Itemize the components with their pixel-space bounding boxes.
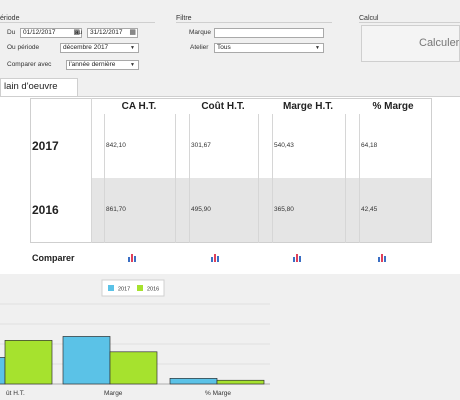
bar-chart-icon[interactable] (293, 253, 302, 262)
tab-label: lain d'oeuvre (4, 81, 58, 92)
x-tick-label: Marge (104, 390, 123, 397)
table-divider (359, 114, 360, 243)
ou-periode-label: Ou période (7, 44, 40, 51)
table-divider (258, 114, 259, 243)
comparer-label: Comparer (32, 253, 75, 263)
bar-2017-0[interactable] (0, 357, 6, 385)
cell-2017-ca: 842,10 (106, 142, 126, 149)
comparison-bar-chart: 2017 2016 ût H.T. Marge % Marge (0, 279, 270, 397)
legend-label-2017: 2017 (118, 287, 130, 293)
row-year-2016: 2016 (32, 203, 59, 217)
table-divider (189, 114, 190, 243)
periode-section-title: ériode (0, 15, 20, 22)
header-cout-ht: Coût H.T. (201, 101, 245, 112)
atelier-select[interactable]: Tous ▼ (214, 43, 324, 53)
cell-2017-pct: 64,18 (361, 142, 378, 149)
calcul-divider (359, 22, 460, 23)
table-divider (272, 114, 273, 243)
bar-chart-icon[interactable] (211, 253, 220, 262)
cell-2016-pct: 42,45 (361, 206, 378, 213)
calendar-icon[interactable]: ▦ (129, 29, 136, 36)
bar-chart-icon[interactable] (378, 253, 387, 262)
row-year-2017: 2017 (32, 139, 59, 153)
du-label: Du (7, 29, 16, 36)
bar-2016-0[interactable] (4, 340, 53, 385)
cell-2016-marge: 365,80 (274, 206, 294, 213)
periode-divider (0, 22, 155, 23)
bar-2016-2[interactable] (216, 379, 265, 385)
filtre-section-title: Filtre (176, 15, 192, 22)
chart-area: 2017 2016 ût H.T. Marge % Marge (0, 274, 460, 400)
date-to-value: 31/12/2017 (90, 29, 123, 36)
date-to-input[interactable]: 31/12/2017 ▦ (87, 28, 138, 38)
tab-main-doeuvre[interactable]: lain d'oeuvre (0, 78, 78, 96)
bar-chart-icon[interactable] (128, 253, 137, 262)
date-from-value: 01/12/2017 (23, 29, 56, 36)
header-pct-marge: % Marge (372, 101, 414, 112)
compare-select[interactable]: l'année dernière ▼ (66, 60, 139, 70)
bar-2017-1[interactable] (62, 336, 111, 385)
legend-swatch-2017 (108, 285, 114, 291)
header-ca-ht: CA H.T. (121, 101, 157, 112)
bar-2017-2[interactable] (169, 378, 218, 385)
cell-2016-ca: 861,70 (106, 206, 126, 213)
legend-box (101, 279, 165, 297)
cell-2017-marge: 540,43 (274, 142, 294, 149)
au-label: au (75, 29, 83, 36)
filtre-divider (176, 22, 332, 23)
cell-2017-cout: 301,67 (191, 142, 211, 149)
x-tick-label: % Marge (205, 390, 231, 397)
legend-label-2016: 2016 (147, 287, 159, 293)
results-table (30, 98, 432, 243)
chevron-down-icon: ▼ (315, 45, 320, 51)
marque-label: Marque (189, 29, 212, 36)
calculer-button[interactable]: Calculer (361, 25, 460, 62)
table-divider (345, 114, 346, 243)
table-row-2016-background (91, 178, 431, 242)
chevron-down-icon: ▼ (130, 62, 135, 68)
chevron-down-icon: ▼ (130, 45, 135, 51)
atelier-select-value: Tous (217, 44, 231, 51)
x-tick-label: ût H.T. (6, 390, 25, 397)
calendar-icon[interactable]: ▦ (73, 29, 80, 36)
atelier-label: Atelier (190, 44, 209, 51)
marque-input[interactable] (214, 28, 324, 38)
table-divider (104, 114, 105, 243)
compare-select-value: l'année dernière (69, 61, 116, 68)
period-select[interactable]: décembre 2017 ▼ (60, 43, 139, 53)
bar-2016-1[interactable] (109, 351, 158, 385)
period-select-value: décembre 2017 (63, 44, 109, 51)
calculer-button-label: Calculer (419, 37, 460, 49)
comparer-avec-label: Comparer avec (7, 61, 52, 68)
header-marge-ht: Marge H.T. (282, 101, 333, 112)
calcul-section-title: Calcul (359, 15, 379, 22)
table-divider (175, 114, 176, 243)
legend-swatch-2016 (137, 285, 143, 291)
date-from-input[interactable]: 01/12/2017 ▦ (20, 28, 82, 38)
table-divider (91, 98, 92, 243)
cell-2016-cout: 495,90 (191, 206, 211, 213)
